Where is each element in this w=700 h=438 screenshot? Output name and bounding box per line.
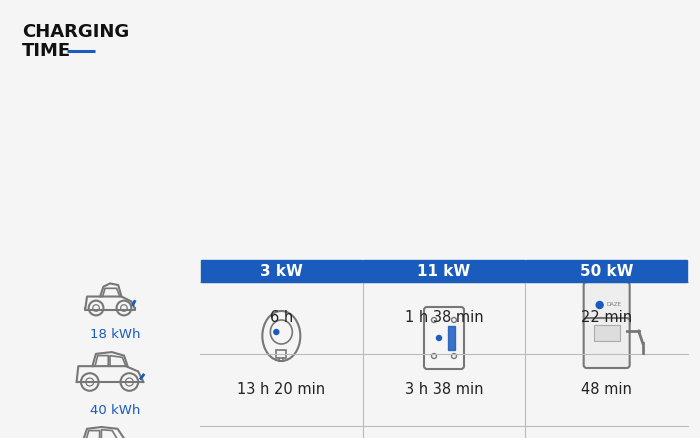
Text: 40 kWh: 40 kWh	[90, 404, 140, 417]
Bar	[594, 325, 620, 341]
Bar	[200, 260, 362, 282]
Bar	[526, 260, 687, 282]
Text: 3 kW: 3 kW	[260, 264, 303, 279]
Circle shape	[274, 329, 279, 335]
Text: 18 kWh: 18 kWh	[90, 328, 140, 341]
Text: 22 min: 22 min	[581, 311, 632, 325]
Text: TIME: TIME	[22, 42, 71, 60]
Text: 50 kW: 50 kW	[580, 264, 634, 279]
FancyBboxPatch shape	[584, 282, 630, 326]
Bar	[448, 326, 455, 350]
Text: DAZE: DAZE	[607, 303, 622, 307]
Text: 1 h 38 min: 1 h 38 min	[405, 311, 483, 325]
Circle shape	[596, 301, 603, 308]
Text: CHARGING: CHARGING	[22, 23, 130, 41]
Text: 13 h 20 min: 13 h 20 min	[237, 382, 326, 398]
Text: 48 min: 48 min	[581, 382, 632, 398]
Bar	[276, 350, 286, 358]
Text: 11 kW: 11 kW	[417, 264, 470, 279]
Text: 6 h: 6 h	[270, 311, 293, 325]
Bar	[363, 260, 525, 282]
Circle shape	[437, 336, 442, 340]
FancyBboxPatch shape	[584, 318, 630, 368]
Text: 3 h 38 min: 3 h 38 min	[405, 382, 483, 398]
